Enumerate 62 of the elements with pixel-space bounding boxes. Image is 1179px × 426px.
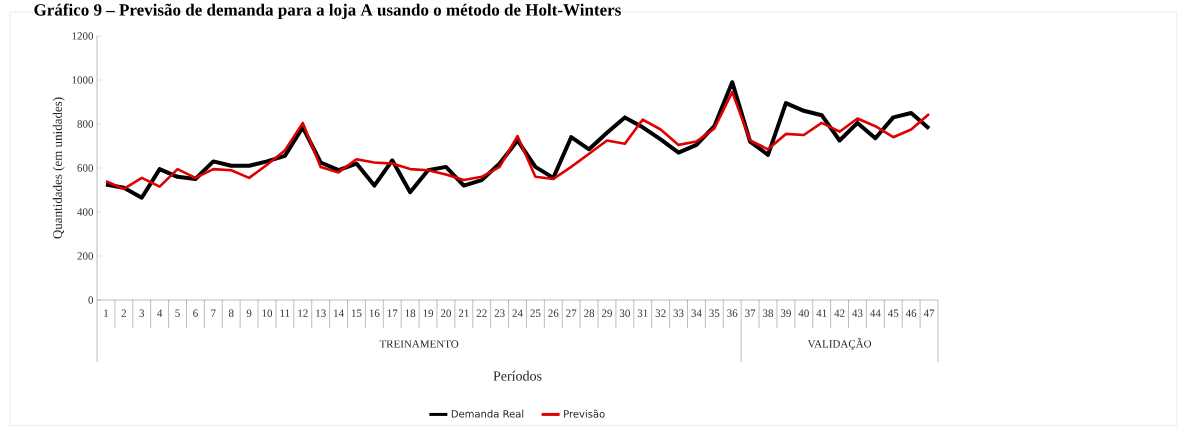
x-tick-label: 30 — [619, 309, 630, 317]
y-tick-label: 800 — [77, 120, 94, 128]
y-tick-label: 1200 — [72, 32, 94, 40]
text: TREINAMENTO — [379, 340, 459, 348]
y-axis-title: Quantidades (em unidades) — [52, 97, 65, 239]
x-tick-label: 22 — [476, 309, 487, 317]
y-tick-label: 0 — [88, 296, 94, 304]
x-tick-label: 24 — [512, 309, 523, 317]
x-tick-label: 47 — [923, 309, 935, 317]
x-tick-label: 18 — [405, 309, 416, 317]
x-tick-label: 45 — [887, 309, 899, 317]
x-tick-label: 13 — [316, 309, 326, 317]
x-tick-label: 9 — [246, 309, 252, 317]
x-tick-label: 33 — [673, 309, 684, 317]
x-tick-label: 12 — [298, 309, 308, 317]
x-tick-label: 36 — [727, 309, 738, 317]
x-tick-label: 23 — [494, 309, 505, 317]
y-tick-label: 400 — [77, 208, 94, 216]
legend-label: Previsão — [564, 409, 605, 418]
x-tick-label: 15 — [351, 309, 362, 317]
x-tick-label: 25 — [530, 309, 541, 317]
y-tick-label: 600 — [77, 164, 94, 172]
x-tick-label: 29 — [601, 309, 613, 317]
x-tick-label: 4 — [157, 309, 163, 317]
x-tick-label: 3 — [139, 309, 145, 317]
x-tick-label: 28 — [584, 309, 595, 317]
x-tick-label: 19 — [423, 309, 434, 317]
x-tick-label: 26 — [548, 309, 559, 317]
x-tick-label: 41 — [816, 309, 827, 317]
line-series — [104, 90, 931, 191]
x-tick-label: 39 — [780, 309, 791, 317]
x-tick-label: 31 — [637, 309, 648, 317]
x-tick-label: 46 — [905, 309, 917, 317]
x-tick-label: 38 — [763, 309, 774, 317]
x-axis-title: Períodos — [493, 370, 542, 381]
x-tick-label: 10 — [262, 309, 273, 317]
x-tick-label: 27 — [566, 309, 577, 317]
x-tick-label: 43 — [852, 309, 863, 317]
text: VALIDAÇÃO — [807, 338, 872, 350]
x-tick-label: 7 — [211, 309, 216, 317]
y-tick-label: 1000 — [72, 76, 94, 84]
x-tick-label: 32 — [655, 309, 666, 317]
x-tick-label: 5 — [175, 309, 180, 317]
x-tick-label: 20 — [440, 309, 452, 317]
x-tick-label: 17 — [387, 309, 398, 317]
x-tick-label: 8 — [228, 309, 234, 317]
x-tick-label: 35 — [709, 309, 720, 317]
chart-title: Gráfico 9 – Previsão de demanda para a loja A usando o método de Holt-Winters — [34, 3, 621, 20]
x-tick-label: 21 — [458, 309, 469, 317]
x-tick-label: 6 — [193, 309, 198, 317]
x-tick-label: 16 — [369, 309, 380, 317]
legend-label: Demanda Real — [451, 409, 524, 418]
x-tick-label: 34 — [691, 309, 702, 317]
x-tick-label: 1 — [104, 309, 109, 317]
x-tick-label: 11 — [280, 309, 290, 317]
x-tick-label: 2 — [121, 309, 126, 317]
y-tick-label: 200 — [77, 252, 94, 260]
x-tick-label: 42 — [834, 309, 845, 317]
x-tick-label: 44 — [870, 309, 881, 317]
x-tick-label: 37 — [745, 309, 756, 317]
x-tick-label: 14 — [334, 309, 344, 317]
x-tick-label: 40 — [798, 309, 809, 317]
